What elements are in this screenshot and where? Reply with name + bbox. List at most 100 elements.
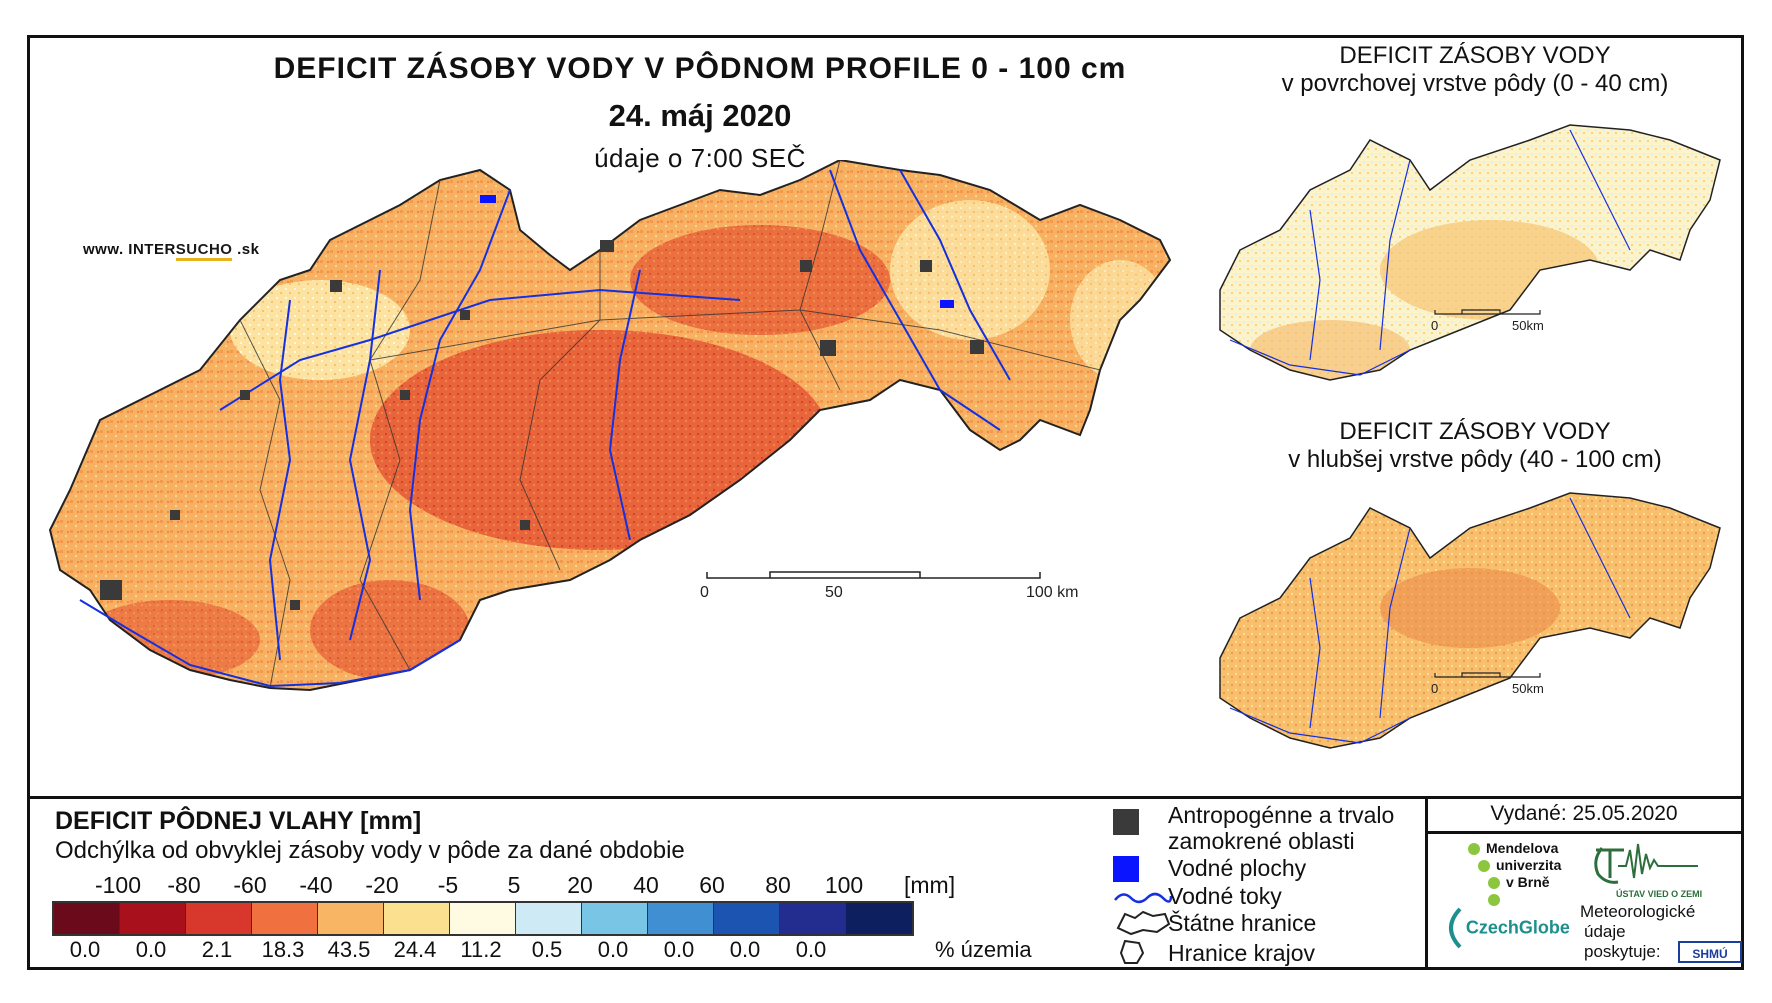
main-scale-0: 0 bbox=[700, 584, 709, 601]
legend-percent: 0.0 bbox=[729, 937, 761, 962]
legend-percent: 0.0 bbox=[663, 937, 695, 962]
inset-bottom-scale-50: 50km bbox=[1512, 681, 1544, 696]
legend-swatch bbox=[384, 903, 450, 934]
legend-swatch bbox=[714, 903, 780, 934]
legend-unit: [mm] bbox=[904, 872, 956, 898]
meteo-line1: Meteorologické bbox=[1580, 902, 1696, 921]
legend-percent: 11.2 bbox=[460, 937, 502, 962]
legend-break: 60 bbox=[699, 872, 725, 898]
legend-break: 20 bbox=[567, 872, 593, 898]
issued-hline bbox=[1425, 831, 1744, 834]
czechglobe-logo: CzechGlobe bbox=[1440, 905, 1570, 951]
logo-suffix: .sk bbox=[232, 241, 260, 258]
legend-title: DEFICIT PÔDNEJ VLAHY [mm] bbox=[55, 807, 422, 835]
inset-bottom-map: 0 50km bbox=[1219, 492, 1721, 749]
legend-break: -20 bbox=[365, 872, 399, 898]
urban-swatch bbox=[1113, 809, 1139, 835]
legend-percent: 18.3 bbox=[261, 937, 305, 962]
water-swatch bbox=[1113, 856, 1139, 882]
main-scale-100: 100 km bbox=[1026, 584, 1078, 601]
legend-swatch bbox=[120, 903, 186, 934]
meteo-line2: údaje bbox=[1584, 922, 1626, 941]
legend-percent: 24.4 bbox=[393, 937, 437, 962]
legend-swatch bbox=[846, 903, 912, 934]
inset-top-scale-50: 50km bbox=[1512, 318, 1544, 333]
legend-swatch bbox=[648, 903, 714, 934]
region-border-label: Hranice krajov bbox=[1168, 940, 1315, 966]
mendel-logo: Mendelova univerzita v Brně bbox=[1468, 840, 1561, 908]
map-date: 24. máj 2020 bbox=[608, 98, 792, 133]
inset-top-map: 0 50km bbox=[1219, 124, 1721, 381]
legend-swatch bbox=[516, 903, 582, 934]
mendel-dot-icon bbox=[1468, 843, 1480, 856]
legend-swatch bbox=[450, 903, 516, 934]
legend-divider bbox=[27, 796, 1744, 799]
main-scale-50: 50 bbox=[825, 584, 843, 601]
logo-highlight: SUCHO bbox=[175, 241, 233, 261]
region-border-symbol bbox=[1119, 939, 1145, 964]
inset-bottom-title-line1: DEFICIT ZÁSOBY VODY bbox=[1339, 418, 1611, 445]
legend-swatch bbox=[252, 903, 318, 934]
time-note: údaje o 7:00 SEČ bbox=[594, 143, 806, 173]
legend-break: -5 bbox=[437, 872, 459, 898]
legend-percent: 0.0 bbox=[597, 937, 629, 962]
legend-swatch bbox=[186, 903, 252, 934]
main-title: DEFICIT ZÁSOBY VODY V PÔDNOM PROFILE 0 -… bbox=[273, 52, 1127, 85]
legend-break: -100 bbox=[94, 872, 142, 898]
mendel-dot-icon bbox=[1488, 894, 1500, 907]
meteo-provider: Meteorologické údaje poskytuje: bbox=[1580, 902, 1695, 962]
inset-top-title: DEFICIT ZÁSOBY VODY v povrchovej vrstve … bbox=[1190, 42, 1760, 98]
meteo-line3: poskytuje: bbox=[1584, 942, 1661, 961]
legend-break: 40 bbox=[633, 872, 659, 898]
legend-percent: 2.1 bbox=[201, 937, 233, 962]
seismograph-icon bbox=[1594, 843, 1698, 884]
czechglobe-text: CzechGlobe bbox=[1465, 917, 1570, 938]
urban-label: Antropogénne a trvalo zamokrené oblasti bbox=[1168, 802, 1395, 854]
legend-percent: 0.0 bbox=[795, 937, 827, 962]
main-map: 0 50 100 km bbox=[48, 160, 1172, 692]
legend-swatch bbox=[582, 903, 648, 934]
mendel-dot-icon bbox=[1488, 877, 1500, 890]
legend-percent-label: % územia bbox=[935, 937, 1032, 962]
legend-percent: 0.0 bbox=[69, 937, 101, 962]
inset-top-title-line1: DEFICIT ZÁSOBY VODY bbox=[1339, 42, 1611, 69]
inset-bottom-scale-0: 0 bbox=[1431, 681, 1438, 696]
legend-vsep bbox=[1425, 796, 1428, 970]
logo-prefix: www. INTER bbox=[83, 241, 176, 258]
legend-break: -40 bbox=[299, 872, 333, 898]
shmu-logo: SHMÚ bbox=[1678, 941, 1742, 963]
legend-percent: 0.0 bbox=[135, 937, 167, 962]
state-border-label: Štátne hranice bbox=[1168, 910, 1317, 936]
water-label: Vodné plochy bbox=[1168, 855, 1307, 881]
shmu-text: SHMÚ bbox=[1692, 947, 1728, 961]
legend-breaks: -100 -80 -60 -40 -20 -5 5 20 40 60 80 10… bbox=[52, 872, 1012, 900]
czechglobe-arc-icon bbox=[1449, 907, 1462, 949]
legend-percent: 0.5 bbox=[531, 937, 563, 962]
inset-bottom-title-line2: v hlubšej vrstve pôdy (40 - 100 cm) bbox=[1288, 446, 1662, 473]
state-border-symbol bbox=[1116, 910, 1171, 936]
legend-break: -60 bbox=[233, 872, 267, 898]
mendel-line2: univerzita bbox=[1496, 857, 1562, 873]
legend-percent: 43.5 bbox=[327, 937, 371, 962]
mendel-dot-icon bbox=[1478, 860, 1490, 873]
legend-break: 100 bbox=[824, 872, 864, 898]
legend-swatch bbox=[54, 903, 120, 934]
mendel-line3: v Brně bbox=[1506, 874, 1550, 890]
ustav-text: ÚSTAV VIED O ZEMI bbox=[1616, 889, 1703, 899]
intersucho-logo[interactable]: www. INTERSUCHO .sk bbox=[83, 241, 260, 261]
issued-date: Vydané: 25.05.2020 bbox=[1490, 802, 1678, 825]
legend-break: -80 bbox=[167, 872, 201, 898]
inset-top-title-line2: v povrchovej vrstve pôdy (0 - 40 cm) bbox=[1281, 70, 1669, 97]
river-symbol bbox=[1114, 892, 1173, 904]
legend-break: 80 bbox=[765, 872, 791, 898]
ustav-logo: ÚSTAV VIED O ZEMI bbox=[1588, 838, 1702, 903]
legend-swatch bbox=[780, 903, 846, 934]
legend-subtitle: Odchýlka od obvyklej zásoby vody v pôde … bbox=[55, 837, 685, 864]
inset-top-scale-0: 0 bbox=[1431, 318, 1438, 333]
mendel-line1: Mendelova bbox=[1486, 840, 1559, 856]
legend-swatches bbox=[52, 901, 914, 936]
legend-swatch bbox=[318, 903, 384, 934]
inset-bottom-title: DEFICIT ZÁSOBY VODY v hlubšej vrstve pôd… bbox=[1190, 418, 1760, 474]
legend-break: 5 bbox=[507, 872, 521, 898]
river-label: Vodné toky bbox=[1168, 883, 1282, 909]
